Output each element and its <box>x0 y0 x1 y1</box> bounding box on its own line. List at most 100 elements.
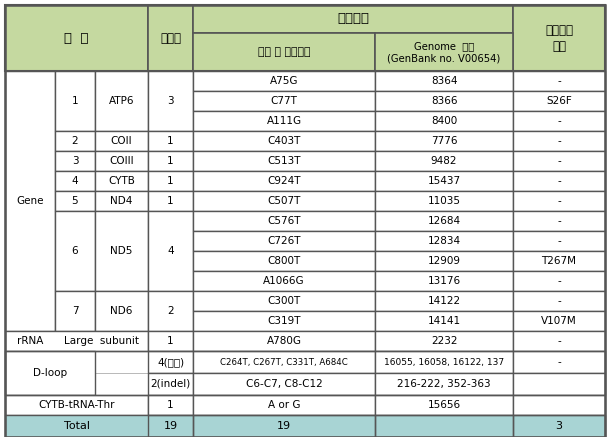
Text: A780G: A780G <box>267 336 301 346</box>
Text: 1: 1 <box>167 196 174 206</box>
Bar <box>375 91 513 111</box>
Text: C576T: C576T <box>267 216 301 226</box>
Bar <box>193 211 375 231</box>
Bar <box>375 373 513 395</box>
Bar <box>193 291 375 311</box>
Bar <box>5 131 55 151</box>
Text: Gene: Gene <box>16 196 44 206</box>
Bar <box>193 171 375 191</box>
Bar <box>5 251 55 271</box>
Text: 6: 6 <box>72 246 78 256</box>
Bar <box>193 211 375 231</box>
Text: D-loop: D-loop <box>33 368 67 378</box>
Bar <box>193 191 375 211</box>
Text: 위치 및 변이양상: 위치 및 변이양상 <box>258 47 310 57</box>
Bar <box>148 191 193 211</box>
Bar <box>95 231 148 251</box>
Bar <box>193 231 375 251</box>
Text: 9482: 9482 <box>431 156 458 166</box>
Bar <box>375 131 513 151</box>
Bar <box>193 5 513 33</box>
Bar <box>95 351 148 373</box>
Bar <box>193 251 375 271</box>
Bar <box>55 71 95 131</box>
Bar <box>375 131 513 151</box>
Bar <box>55 211 95 291</box>
Bar <box>375 331 513 351</box>
Bar <box>148 171 193 191</box>
Text: A75G: A75G <box>270 76 298 86</box>
Bar <box>375 171 513 191</box>
Text: 19: 19 <box>163 421 178 431</box>
Bar <box>513 231 605 251</box>
Text: 14122: 14122 <box>428 296 461 306</box>
Bar <box>95 191 148 211</box>
Bar <box>513 5 605 71</box>
Bar <box>513 395 605 415</box>
Bar <box>95 91 148 111</box>
Bar <box>193 271 375 291</box>
Text: C403T: C403T <box>267 136 301 146</box>
Text: 2(indel): 2(indel) <box>151 379 190 389</box>
Bar <box>55 151 95 171</box>
Text: 11035: 11035 <box>428 196 461 206</box>
Bar <box>148 351 193 373</box>
Bar <box>5 171 55 191</box>
Text: ND6: ND6 <box>110 306 133 316</box>
Bar <box>513 271 605 291</box>
Bar <box>55 351 95 373</box>
Text: C507T: C507T <box>267 196 301 206</box>
Bar <box>5 231 55 251</box>
Bar <box>55 231 95 251</box>
Bar <box>55 191 95 211</box>
Text: COII: COII <box>110 136 132 146</box>
Bar <box>148 231 193 251</box>
Bar <box>95 71 148 131</box>
Text: C264T, C267T, C331T, A684C: C264T, C267T, C331T, A684C <box>220 357 348 367</box>
Bar <box>55 131 95 151</box>
Bar <box>95 291 148 331</box>
Bar <box>95 171 148 191</box>
Bar <box>375 211 513 231</box>
Text: Large  subunit: Large subunit <box>64 336 139 346</box>
Text: Genome  위치
(GenBank no. V00654): Genome 위치 (GenBank no. V00654) <box>387 41 501 63</box>
Bar <box>375 395 513 415</box>
Bar <box>513 211 605 231</box>
Bar <box>55 311 95 331</box>
Bar <box>375 291 513 311</box>
Bar <box>5 71 55 331</box>
Bar <box>193 111 375 131</box>
Bar <box>95 211 148 231</box>
Bar <box>148 291 193 311</box>
Bar <box>513 71 605 91</box>
Bar <box>193 373 375 395</box>
Bar <box>513 331 605 351</box>
Bar <box>148 331 193 351</box>
Text: CYTB: CYTB <box>108 176 135 186</box>
Bar <box>513 211 605 231</box>
Bar <box>513 191 605 211</box>
Bar <box>55 291 95 311</box>
Bar <box>55 91 95 111</box>
Bar <box>193 33 375 71</box>
Bar <box>193 151 375 171</box>
Bar <box>148 373 193 395</box>
Bar <box>5 5 148 71</box>
Bar <box>513 151 605 171</box>
Bar <box>513 373 605 395</box>
Bar <box>193 415 375 437</box>
Bar <box>95 251 148 271</box>
Bar <box>375 171 513 191</box>
Bar <box>55 291 95 331</box>
Bar <box>5 331 55 351</box>
Bar <box>148 131 193 151</box>
Text: C319T: C319T <box>267 316 301 326</box>
Bar <box>148 351 193 373</box>
Bar <box>148 71 193 131</box>
Text: -: - <box>557 236 561 246</box>
Bar <box>375 33 513 71</box>
Bar <box>193 231 375 251</box>
Bar <box>148 151 193 171</box>
Text: 아미노산
치환: 아미노산 치환 <box>545 24 573 52</box>
Text: 3: 3 <box>167 96 174 106</box>
